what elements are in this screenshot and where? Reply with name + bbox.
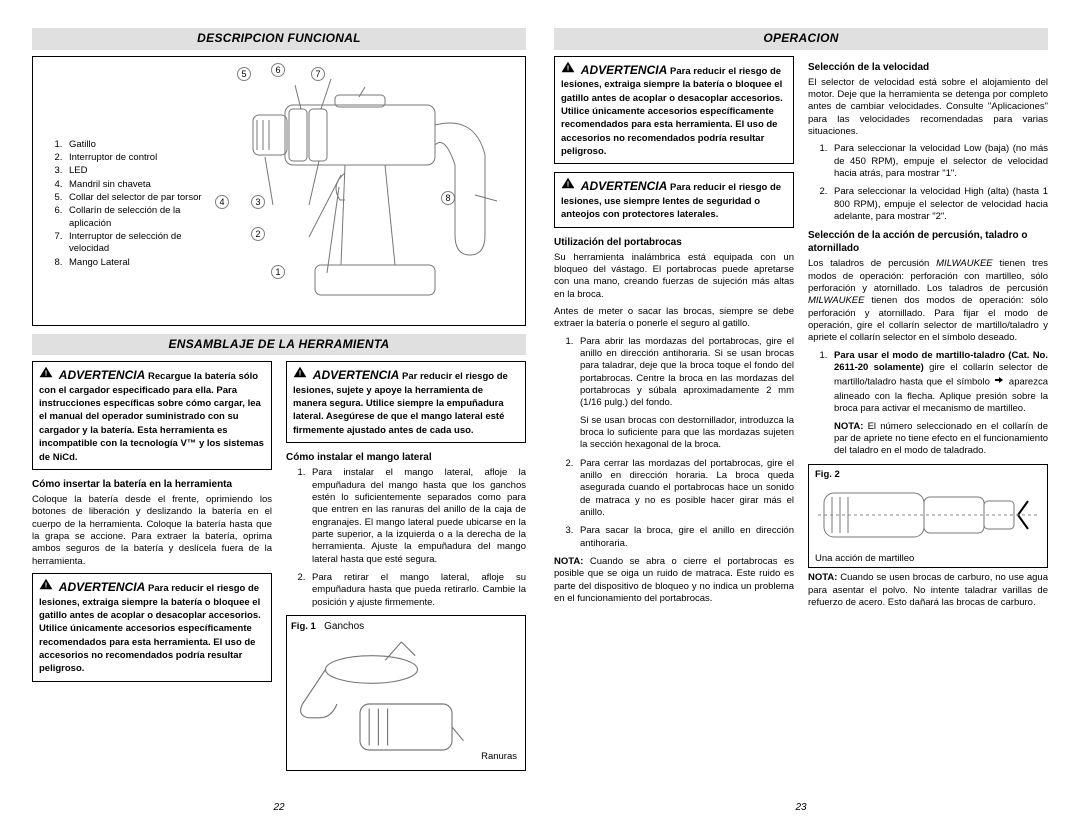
warn2-intro: Para reducir xyxy=(148,583,203,594)
sub-insert-battery: Cómo insertar la batería en la herramien… xyxy=(32,478,272,491)
part-6: Collarín de selección de la aplicación xyxy=(65,205,203,230)
drill-svg xyxy=(245,65,515,315)
parts-list: Gatillo Interruptor de control LED Mandr… xyxy=(43,139,203,270)
chuck-step-3: Para sacar la broca, gire el anillo en d… xyxy=(576,525,794,550)
svg-text:!: ! xyxy=(299,369,302,378)
part-4: Mandril sin chaveta xyxy=(65,179,203,191)
callout-4: 4 xyxy=(215,195,229,209)
page-num-22: 22 xyxy=(32,795,526,814)
sub-install-handle: Cómo instalar el mango lateral xyxy=(286,451,526,464)
p-chuck2: Antes de meter o sacar las brocas, siemp… xyxy=(554,306,794,331)
warning-icon: ! xyxy=(39,578,53,594)
speed-steps: Para seleccionar la velocidad Low (baja)… xyxy=(808,143,1048,223)
right-col-a: ! ADVERTENCIA Para reducir el riesgo de … xyxy=(554,56,794,795)
part-7: Interruptor de selección de velocidad xyxy=(65,231,203,256)
warn-op2-intro: Para reducir el xyxy=(670,182,736,193)
hammer-icon xyxy=(993,374,1005,390)
svg-text:!: ! xyxy=(45,580,48,589)
svg-text:!: ! xyxy=(567,63,570,72)
warning-icon: ! xyxy=(293,366,307,382)
fig1-ranuras: Ranuras xyxy=(481,751,517,763)
warn-op1-intro: Para reducir xyxy=(670,66,725,77)
speed-step-2: Para seleccionar la velocidad High (alta… xyxy=(830,186,1048,223)
handle-step-1: Para instalar el mango lateral, afloje l… xyxy=(308,467,526,566)
handle-steps: Para instalar el mango lateral, afloje l… xyxy=(286,467,526,609)
part-5: Collar del selector de par torsor xyxy=(65,192,203,204)
mode-step-1: Para usar el modo de martillo-taladro (C… xyxy=(830,350,1048,458)
fig2-caption: Una acción de martilleo xyxy=(815,553,1041,565)
mode-steps: Para usar el modo de martillo-taladro (C… xyxy=(808,350,1048,458)
part-3: LED xyxy=(65,165,203,177)
p-chuck1: Su herramienta inalámbrica está equipada… xyxy=(554,252,794,301)
drill-diagram-box: 5 6 7 4 3 2 1 8 xyxy=(32,56,526,326)
warning-icon: ! xyxy=(561,177,575,193)
warn-op1-body: el riesgo de lesiones, extraiga siempre … xyxy=(561,66,783,157)
warning-icon: ! xyxy=(561,61,575,77)
warning-side-handle: ! ADVERTENCIA Par reducir el riesgo de l… xyxy=(286,361,526,443)
chuck-step-2: Para cerrar las mordazas del portabrocas… xyxy=(576,458,794,520)
handle-step-2: Para retirar el mango lateral, afloje su… xyxy=(308,572,526,609)
p-mode: Los taladros de percusión MILWAUKEE tien… xyxy=(808,258,1048,344)
right-col-b: Selección de la velocidad El selector de… xyxy=(808,56,1048,795)
speed-step-1: Para seleccionar la velocidad Low (baja)… xyxy=(830,143,1048,180)
page-23: OPERACION ! ADVERTENCIA Para reducir el … xyxy=(554,28,1048,814)
right-two-col: ! ADVERTENCIA Para reducir el riesgo de … xyxy=(554,56,1048,795)
warning-recharge: ! ADVERTENCIA Recargue la batería sólo c… xyxy=(32,361,272,470)
warning-accessories: ! ADVERTENCIA Para reducir el riesgo de … xyxy=(32,573,272,682)
warn1-label: ADVERTENCIA xyxy=(59,368,145,382)
chuck-step-1b: Si se usan brocas con destornillador, in… xyxy=(580,415,794,452)
fig2-label: Fig. 2 xyxy=(815,469,1041,481)
figure-1: Fig. 1 Ganchos xyxy=(286,615,526,771)
warn3-label: ADVERTENCIA xyxy=(313,368,399,382)
warning-icon: ! xyxy=(39,366,53,382)
p-speed: El selector de velocidad está sobre el a… xyxy=(808,77,1048,139)
warn-op1-label: ADVERTENCIA xyxy=(581,63,667,77)
chuck-steps: Para abrir las mordazas del portabrocas,… xyxy=(554,336,794,551)
warn1-body: batería sólo con el cargador especificad… xyxy=(39,371,264,462)
warn2-body: el riesgo de lesiones, extraiga siempre … xyxy=(39,583,261,674)
warning-op1: ! ADVERTENCIA Para reducir el riesgo de … xyxy=(554,56,794,165)
left-two-col: ! ADVERTENCIA Recargue la batería sólo c… xyxy=(32,361,526,795)
left-col-b: ! ADVERTENCIA Par reducir el riesgo de l… xyxy=(286,361,526,795)
part-8: Mango Lateral xyxy=(65,257,203,269)
warn1-intro: Recargue la xyxy=(148,371,202,382)
header-operacion: OPERACION xyxy=(554,28,1048,50)
header-ensamblaje: ENSAMBLAJE DE LA HERRAMIENTA xyxy=(32,334,526,356)
sub-speed: Selección de la velocidad xyxy=(808,61,1048,74)
nota-mode: NOTA: El número seleccionado en el colla… xyxy=(834,421,1048,458)
svg-text:!: ! xyxy=(45,369,48,378)
page-num-23: 23 xyxy=(554,795,1048,814)
p-insert-battery: Coloque la batería desde el frente, opri… xyxy=(32,494,272,568)
drill-diagram: 5 6 7 4 3 2 1 8 xyxy=(37,61,521,321)
fig2-svg xyxy=(815,481,1041,549)
warn-op2-label: ADVERTENCIA xyxy=(581,179,667,193)
nota-carbide: NOTA: Cuando se usen brocas de carburo, … xyxy=(808,572,1048,609)
svg-text:!: ! xyxy=(567,180,570,189)
nota-chuck: NOTA: Cuando se abra o cierre el portabr… xyxy=(554,556,794,605)
chuck-step-1: Para abrir las mordazas del portabrocas,… xyxy=(576,336,794,452)
warn3-intro: Par reducir el xyxy=(402,371,463,382)
sub-chuck: Utilización del portabrocas xyxy=(554,236,794,249)
left-col-a: ! ADVERTENCIA Recargue la batería sólo c… xyxy=(32,361,272,795)
fig1-ganchos: Ganchos xyxy=(324,621,364,632)
part-1: Gatillo xyxy=(65,139,203,151)
sub-mode: Selección de la acción de percusión, tal… xyxy=(808,229,1048,255)
fig1-label: Fig. 1 xyxy=(291,621,316,632)
figure-2: Fig. 2 Una acción de martilleo xyxy=(808,464,1048,569)
warn2-label: ADVERTENCIA xyxy=(59,580,145,594)
part-2: Interruptor de control xyxy=(65,152,203,164)
header-descripcion: DESCRIPCION FUNCIONAL xyxy=(32,28,526,50)
page-22: DESCRIPCION FUNCIONAL 5 6 7 4 3 2 1 8 xyxy=(32,28,526,814)
warning-op2: ! ADVERTENCIA Para reducir el riesgo de … xyxy=(554,172,794,227)
